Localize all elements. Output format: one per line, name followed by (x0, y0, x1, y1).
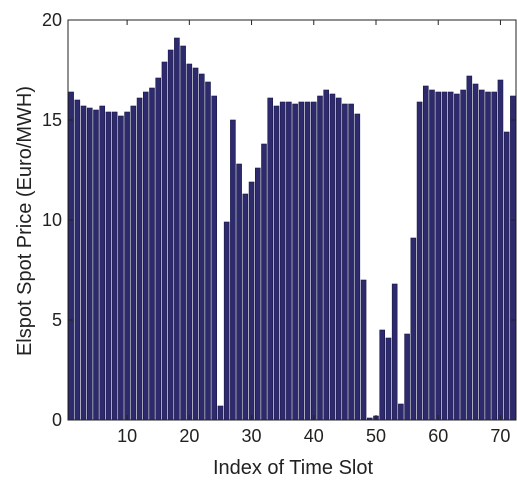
bar-slot-57 (416, 101, 423, 421)
bar-slot-68 (485, 91, 491, 421)
bar-slot-28 (236, 163, 242, 421)
bar-slot-52 (385, 337, 392, 421)
bar-slot-5 (93, 109, 99, 421)
bar-slot-59 (429, 89, 435, 421)
bar-slot-16 (161, 61, 168, 421)
bar-slot-44 (335, 97, 342, 421)
bar-slot-15 (155, 77, 162, 421)
bar-slot-31 (254, 167, 261, 421)
bar-slot-66 (472, 83, 479, 421)
bar-slot-12 (136, 97, 143, 421)
bar-slot-23 (205, 81, 211, 421)
bar-slot-46 (348, 103, 354, 421)
x-tick-label: 30 (242, 426, 262, 446)
y-tick-label: 20 (42, 10, 62, 30)
bar-slot-36 (286, 101, 292, 421)
ticks-layer: 10 20 30 40 50 60 70 0 5 10 15 20 (42, 10, 516, 446)
bar-slot-51 (379, 329, 386, 421)
bar-slot-40 (310, 101, 317, 421)
bars-layer (68, 37, 516, 421)
x-tick-label: 50 (366, 426, 386, 446)
bar-slot-67 (478, 89, 485, 421)
bar-slot-61 (441, 91, 448, 421)
y-tick-label: 0 (52, 410, 62, 430)
bar-slot-64 (460, 89, 466, 421)
x-axis-label: Index of Time Slot (213, 457, 374, 479)
bar-slot-17 (167, 49, 174, 421)
bar-slot-10 (124, 111, 130, 421)
bar-slot-30 (248, 181, 255, 421)
bar-slot-14 (149, 87, 155, 421)
x-tick-label: 70 (490, 426, 510, 446)
bar-slot-43 (329, 93, 336, 421)
y-axis-label: Elspot Spot Price (Euro/MWH) (14, 86, 36, 356)
bar-slot-13 (142, 91, 149, 421)
bar-slot-27 (230, 119, 236, 421)
x-tick-label: 20 (179, 426, 199, 446)
bar-slot-1 (68, 91, 74, 421)
bar-slot-33 (267, 97, 274, 421)
bar-slot-55 (404, 333, 410, 421)
bar-slot-9 (118, 115, 124, 421)
bar-slot-69 (491, 91, 498, 421)
bar-slot-3 (80, 105, 87, 421)
bar-slot-58 (422, 85, 429, 421)
bar-slot-20 (186, 63, 193, 421)
bar-slot-39 (304, 101, 311, 421)
bar-slot-8 (111, 111, 118, 421)
bar-slot-41 (317, 95, 323, 421)
bar-slot-26 (223, 221, 230, 421)
bar-slot-42 (323, 89, 330, 421)
y-tick-label: 15 (42, 110, 62, 130)
bar-slot-60 (435, 91, 442, 421)
bar-slot-65 (466, 75, 473, 421)
bar-slot-37 (292, 103, 298, 421)
bar-slot-47 (354, 113, 361, 421)
bar-slot-32 (261, 143, 267, 421)
bar-slot-19 (180, 45, 186, 421)
bar-slot-24 (211, 95, 218, 421)
x-tick-label: 10 (117, 426, 137, 446)
bar-slot-22 (198, 73, 205, 421)
bar-slot-54 (398, 403, 404, 421)
y-tick-label: 5 (52, 310, 62, 330)
bar-slot-18 (174, 37, 180, 421)
bar-slot-71 (503, 131, 510, 421)
bar-slot-35 (279, 101, 286, 421)
bar-slot-48 (360, 279, 367, 421)
bar-slot-63 (454, 93, 460, 421)
bar-slot-29 (242, 193, 249, 421)
bar-slot-4 (86, 107, 93, 421)
bar-slot-56 (410, 237, 417, 421)
bar-slot-7 (105, 111, 112, 421)
x-tick-label: 60 (428, 426, 448, 446)
bar-slot-70 (497, 79, 504, 421)
bar-slot-25 (217, 405, 224, 421)
bar-slot-38 (298, 101, 305, 421)
bar-slot-53 (391, 283, 398, 421)
bar-slot-21 (192, 67, 199, 421)
y-tick-label: 10 (42, 210, 62, 230)
bar-slot-2 (74, 99, 81, 421)
bar-slot-45 (342, 103, 348, 421)
bar-slot-11 (130, 105, 137, 421)
bar-slot-72 (510, 95, 516, 421)
bar-slot-34 (273, 105, 280, 421)
bar-slot-62 (447, 91, 454, 421)
bar-slot-6 (99, 105, 106, 421)
x-tick-label: 40 (304, 426, 324, 446)
